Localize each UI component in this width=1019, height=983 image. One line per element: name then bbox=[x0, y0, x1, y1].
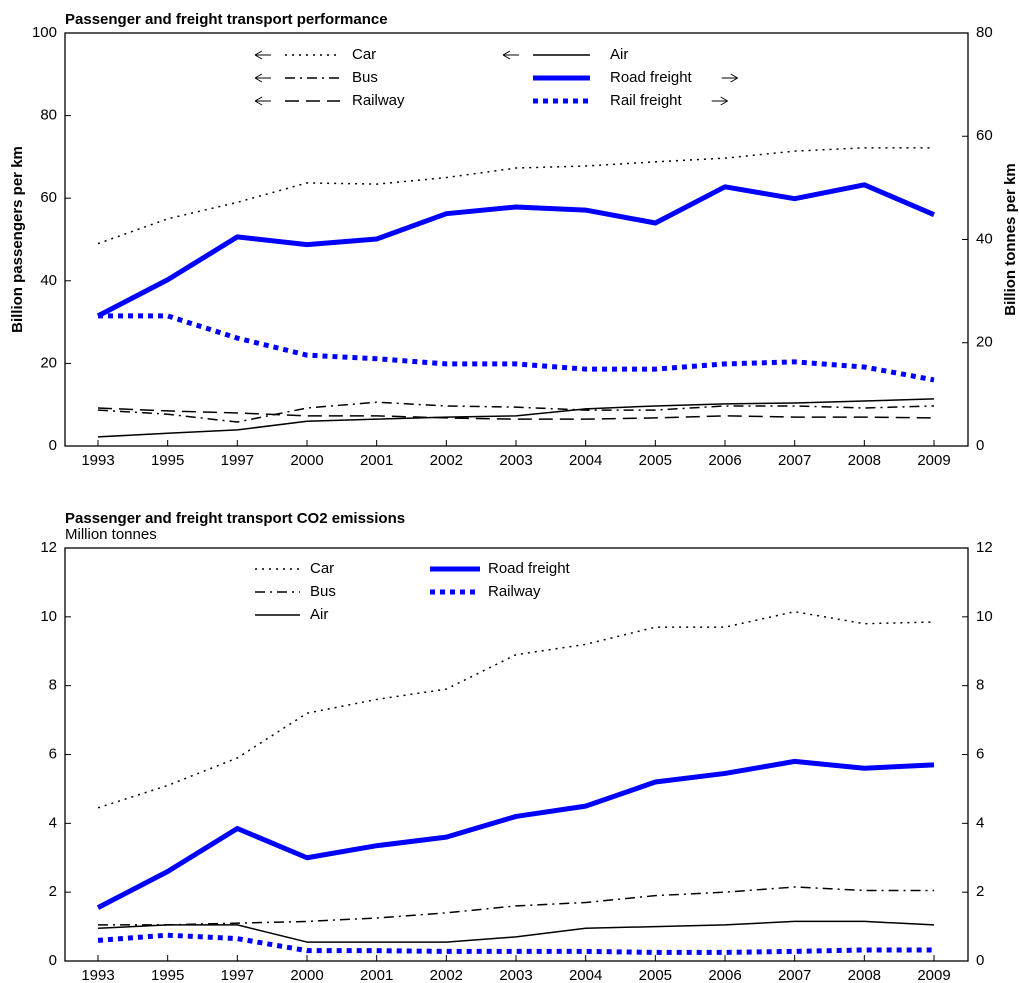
y-tick-label: 60 bbox=[40, 189, 57, 206]
series-line bbox=[97, 147, 934, 245]
y2-tick-label: 60 bbox=[976, 127, 993, 144]
y-tick-label: 100 bbox=[32, 24, 57, 41]
series-line bbox=[97, 401, 935, 423]
x-tick-label: 1995 bbox=[151, 967, 184, 983]
x-tick-label: 1995 bbox=[151, 452, 184, 469]
series-line bbox=[98, 886, 934, 926]
y-tick-label: 2 bbox=[49, 883, 57, 900]
plot-frame bbox=[64, 32, 969, 447]
y-tick-label: 8 bbox=[49, 677, 57, 694]
series-line bbox=[96, 758, 935, 910]
y-tick-label: 0 bbox=[49, 437, 57, 454]
x-tick-label: 2003 bbox=[499, 452, 532, 469]
y2-tick-label: 40 bbox=[976, 230, 993, 247]
legend-label: Railway bbox=[352, 92, 405, 109]
x-tick-label: 2005 bbox=[639, 452, 672, 469]
x-tick-label: 2004 bbox=[569, 452, 602, 469]
legend-arrow bbox=[711, 96, 728, 106]
series-line bbox=[97, 610, 935, 809]
y-tick-label: 6 bbox=[49, 745, 57, 762]
y-tick-label: 40 bbox=[40, 272, 57, 289]
legend-arrow bbox=[254, 50, 271, 60]
legend-label: Car bbox=[352, 46, 376, 63]
x-tick-label: 2002 bbox=[430, 452, 463, 469]
x-tick-label: 2009 bbox=[917, 967, 950, 983]
legend-label: Air bbox=[310, 606, 328, 623]
y2-tick-label: 6 bbox=[976, 745, 984, 762]
y2-tick-label: 80 bbox=[976, 24, 993, 41]
x-tick-label: 2007 bbox=[778, 967, 811, 983]
series-line bbox=[97, 407, 935, 420]
chart-title: Passenger and freight transport CO2 emis… bbox=[65, 510, 405, 527]
x-tick-label: 2007 bbox=[778, 452, 811, 469]
y-tick-label: 0 bbox=[49, 952, 57, 969]
legend-label: Road freight bbox=[488, 560, 571, 577]
y2-tick-label: 0 bbox=[976, 952, 984, 969]
y-tick-label: 20 bbox=[40, 354, 57, 371]
y2-tick-label: 10 bbox=[976, 608, 993, 625]
plot-frame bbox=[64, 547, 969, 962]
y-axis-label: Billion passengers per km bbox=[9, 146, 26, 333]
x-tick-label: 2004 bbox=[569, 967, 602, 983]
y2-axis-label: Billion tonnes per km bbox=[1002, 163, 1019, 316]
series-line bbox=[97, 920, 935, 943]
y-tick-label: 10 bbox=[40, 608, 57, 625]
legend-label: Car bbox=[310, 560, 334, 577]
x-tick-label: 2002 bbox=[430, 967, 463, 983]
series-line bbox=[96, 182, 935, 319]
series-line bbox=[98, 313, 935, 383]
legend-arrow bbox=[502, 50, 519, 60]
y-tick-label: 80 bbox=[40, 107, 57, 124]
legend-arrow bbox=[721, 73, 738, 83]
legend-label: Rail freight bbox=[610, 92, 683, 109]
legend-label: Bus bbox=[310, 583, 336, 600]
y2-tick-label: 0 bbox=[976, 437, 984, 454]
series-line bbox=[97, 932, 934, 955]
legend-label: Railway bbox=[488, 583, 541, 600]
legend-label: Air bbox=[610, 46, 628, 63]
chart-title: Passenger and freight transport performa… bbox=[65, 11, 388, 28]
y2-tick-label: 12 bbox=[976, 539, 993, 556]
x-tick-label: 2001 bbox=[360, 452, 393, 469]
y2-tick-label: 2 bbox=[976, 883, 984, 900]
legend-label: Road freight bbox=[610, 69, 693, 86]
x-tick-label: 2000 bbox=[290, 967, 323, 983]
x-tick-label: 1993 bbox=[81, 452, 114, 469]
x-tick-label: 1997 bbox=[221, 452, 254, 469]
y2-tick-label: 4 bbox=[976, 814, 984, 831]
legend-arrow bbox=[254, 73, 271, 83]
x-tick-label: 1997 bbox=[221, 967, 254, 983]
x-tick-label: 2006 bbox=[708, 967, 741, 983]
chart-subtitle: Million tonnes bbox=[65, 526, 157, 543]
y2-tick-label: 8 bbox=[976, 677, 984, 694]
x-tick-label: 2009 bbox=[917, 452, 950, 469]
x-tick-label: 2003 bbox=[499, 967, 532, 983]
legend-label: Bus bbox=[352, 69, 378, 86]
x-tick-label: 2005 bbox=[639, 967, 672, 983]
y-tick-label: 12 bbox=[40, 539, 57, 556]
x-tick-label: 2006 bbox=[708, 452, 741, 469]
y2-tick-label: 20 bbox=[976, 334, 993, 351]
series-line bbox=[97, 398, 935, 438]
x-tick-label: 2008 bbox=[848, 452, 881, 469]
x-tick-label: 2008 bbox=[848, 967, 881, 983]
x-tick-label: 1993 bbox=[81, 967, 114, 983]
legend-arrow bbox=[254, 96, 271, 106]
x-tick-label: 2001 bbox=[360, 967, 393, 983]
y-tick-label: 4 bbox=[49, 814, 57, 831]
x-tick-label: 2000 bbox=[290, 452, 323, 469]
